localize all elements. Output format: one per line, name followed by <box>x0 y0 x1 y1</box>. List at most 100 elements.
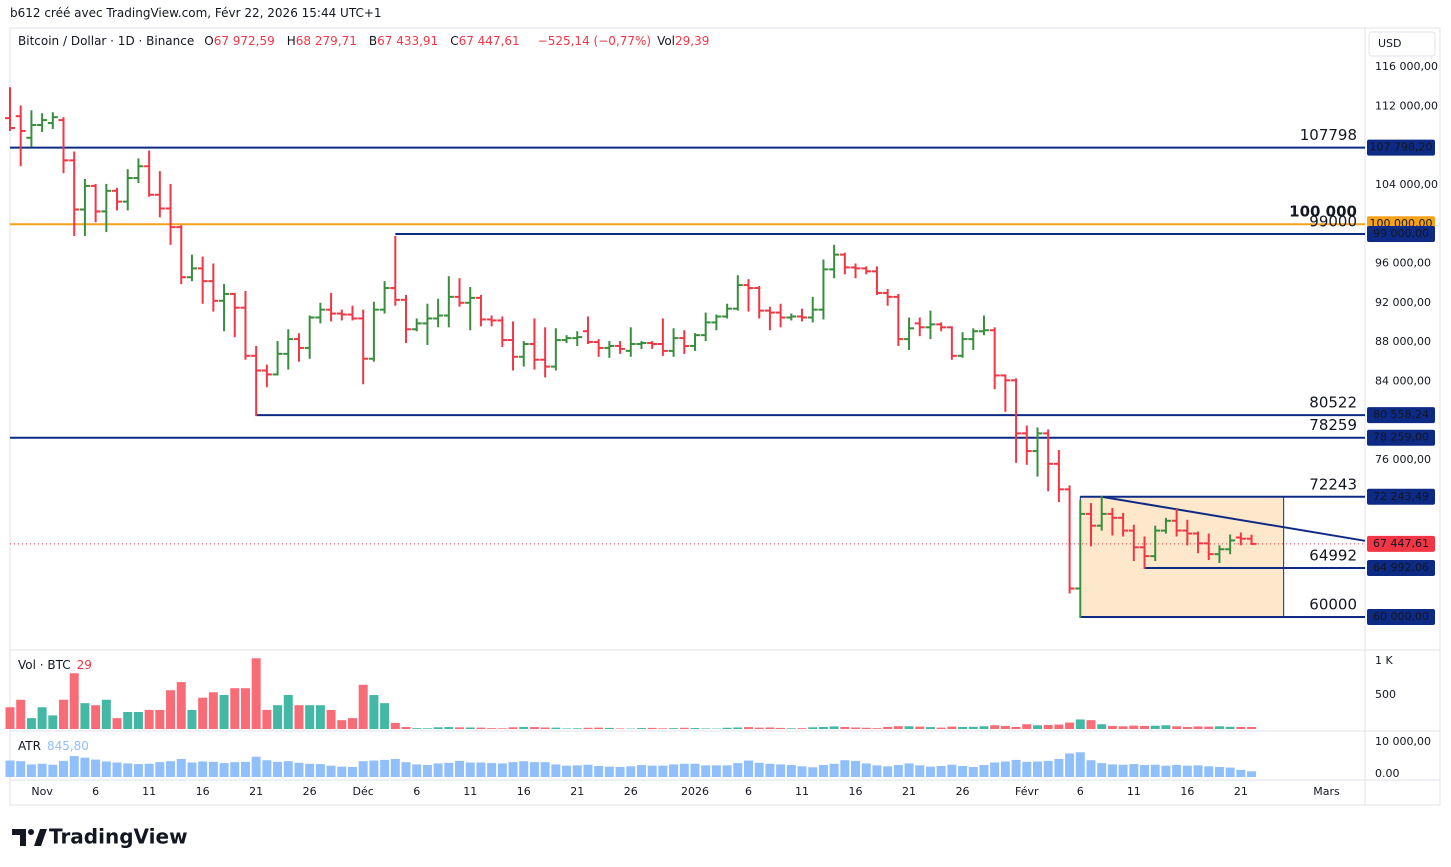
bar <box>1193 726 1203 729</box>
bar <box>647 727 657 729</box>
bar <box>112 718 122 729</box>
bar <box>754 762 764 777</box>
bar <box>840 726 850 729</box>
bar <box>198 697 208 729</box>
y-tick-label: 84 000,00 <box>1375 374 1431 387</box>
bar <box>326 709 336 729</box>
bar <box>262 760 272 777</box>
bar <box>551 764 561 777</box>
level-label: 99000 <box>1309 213 1357 231</box>
bar <box>540 727 550 729</box>
bar <box>690 728 700 729</box>
y-tick-label: 88 000,00 <box>1375 335 1431 348</box>
y-tick-label: 104 000,00 <box>1375 178 1438 191</box>
last-price-tag-label: 67 447,61 <box>1373 537 1429 550</box>
bar <box>1140 765 1150 777</box>
bar <box>765 763 775 777</box>
x-tick-label: Mars <box>1313 785 1340 798</box>
bar <box>283 761 293 777</box>
frame <box>9 27 1441 806</box>
bar <box>1140 725 1150 729</box>
bar <box>776 764 786 777</box>
bar <box>240 688 250 729</box>
change: −525,14 (−0,77%) <box>537 34 652 48</box>
level-label: 72243 <box>1309 475 1357 493</box>
bar <box>347 718 357 729</box>
bar <box>198 761 208 777</box>
bar <box>251 756 261 777</box>
bar <box>166 690 176 729</box>
bar <box>947 764 957 777</box>
bar <box>369 760 379 777</box>
bar <box>16 699 26 729</box>
bar <box>786 765 796 777</box>
bar <box>722 765 732 777</box>
bar <box>133 711 143 729</box>
bar <box>818 765 828 777</box>
legend-label: B <box>368 34 378 48</box>
x-tick-label: 11 <box>463 785 477 798</box>
bar <box>883 766 893 777</box>
bar <box>733 763 743 777</box>
bar <box>37 763 47 777</box>
bar <box>1236 769 1246 777</box>
bar <box>990 725 1000 729</box>
y-tick-label: 92 000,00 <box>1375 296 1431 309</box>
bar <box>1086 720 1096 729</box>
level-label: 78259 <box>1309 416 1357 434</box>
legend-value: 67 972,59 <box>213 34 275 48</box>
bar <box>904 726 914 729</box>
bar <box>626 766 636 777</box>
bar <box>69 673 79 729</box>
price-tag <box>1367 559 1435 576</box>
bar <box>701 728 711 729</box>
bar <box>904 763 914 777</box>
bar <box>915 765 925 777</box>
bar <box>604 766 614 777</box>
bar <box>465 762 475 777</box>
bar <box>679 727 689 729</box>
bar <box>80 703 90 729</box>
bar <box>519 761 529 777</box>
symbol-title[interactable]: Bitcoin / Dollar · 1D · Binance <box>18 34 195 48</box>
currency-box[interactable] <box>1368 31 1436 57</box>
bar <box>1022 724 1032 729</box>
currency: USD <box>1378 37 1402 50</box>
bar <box>283 694 293 729</box>
bar <box>669 764 679 777</box>
bar <box>1204 766 1214 777</box>
bar <box>48 764 58 777</box>
price-tag <box>1367 488 1435 505</box>
bar <box>851 760 861 777</box>
legend-item: O 67 972,59 <box>204 34 281 48</box>
bar <box>1150 725 1160 729</box>
bar <box>1118 726 1128 729</box>
volume-title: Vol · BTC <box>18 658 71 672</box>
bar <box>230 688 240 729</box>
logo-icon <box>12 829 47 846</box>
bar <box>390 722 400 729</box>
bar <box>968 726 978 729</box>
bar <box>1107 764 1117 777</box>
bar <box>647 765 657 777</box>
bar <box>187 709 197 729</box>
bar <box>797 728 807 729</box>
legend-value: 68 279,71 <box>295 34 357 48</box>
bar <box>551 727 561 729</box>
caption: b612 créé avec TradingView.com, Févr 22,… <box>10 6 382 20</box>
atr-legend: ATR 845,80 <box>18 739 95 753</box>
x-tick-label: 26 <box>303 785 317 798</box>
bar <box>219 763 229 777</box>
bar <box>208 761 218 777</box>
symbol-legend: Bitcoin / Dollar · 1D · Binance O 67 972,… <box>18 34 715 48</box>
bar <box>208 692 218 729</box>
last-price-tag <box>1367 535 1435 552</box>
bar <box>893 726 903 729</box>
bar <box>829 763 839 777</box>
bar <box>979 726 989 729</box>
bar <box>476 762 486 777</box>
bar <box>476 727 486 729</box>
volume-last: 29 <box>76 658 92 672</box>
bar <box>979 765 989 777</box>
